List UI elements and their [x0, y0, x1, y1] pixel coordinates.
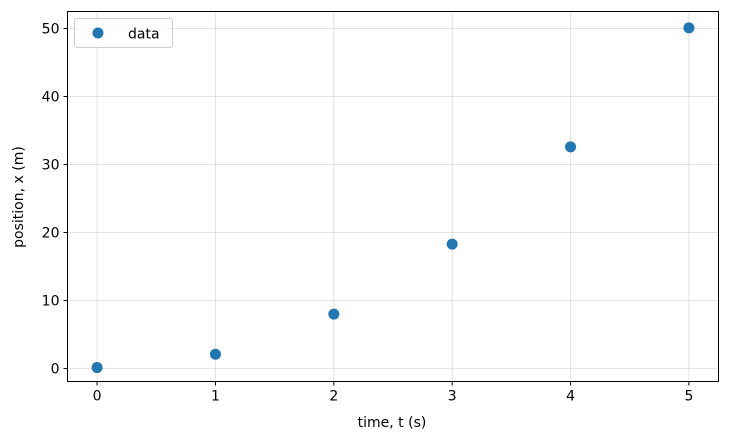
data-point	[565, 141, 577, 153]
legend-marker	[92, 27, 104, 39]
x-axis-label: time, t (s)	[358, 415, 427, 431]
data-points	[91, 22, 695, 374]
data-point	[209, 348, 221, 360]
y-tick-label: 20	[42, 226, 60, 242]
x-tick-label: 0	[93, 389, 102, 405]
y-tick-label: 0	[51, 362, 60, 378]
x-tick-label: 3	[448, 389, 457, 405]
grid	[67, 11, 719, 382]
data-point	[328, 308, 340, 320]
legend-box	[74, 18, 173, 48]
legend-label: data	[128, 27, 160, 43]
y-tick-label: 10	[42, 294, 60, 310]
y-tick-label: 40	[42, 90, 60, 106]
y-tick-label: 50	[42, 22, 60, 38]
x-tick-label: 4	[566, 389, 575, 405]
x-tick-label: 2	[329, 389, 338, 405]
legend: data	[74, 18, 173, 48]
x-tick-label: 1	[211, 389, 220, 405]
plot-frame	[67, 11, 719, 382]
x-tick-label: 5	[684, 389, 693, 405]
data-point	[446, 238, 458, 250]
data-point	[91, 362, 103, 374]
y-tick-label: 30	[42, 158, 60, 174]
y-axis-label: position, x (m)	[11, 146, 27, 248]
data-point	[683, 22, 695, 34]
